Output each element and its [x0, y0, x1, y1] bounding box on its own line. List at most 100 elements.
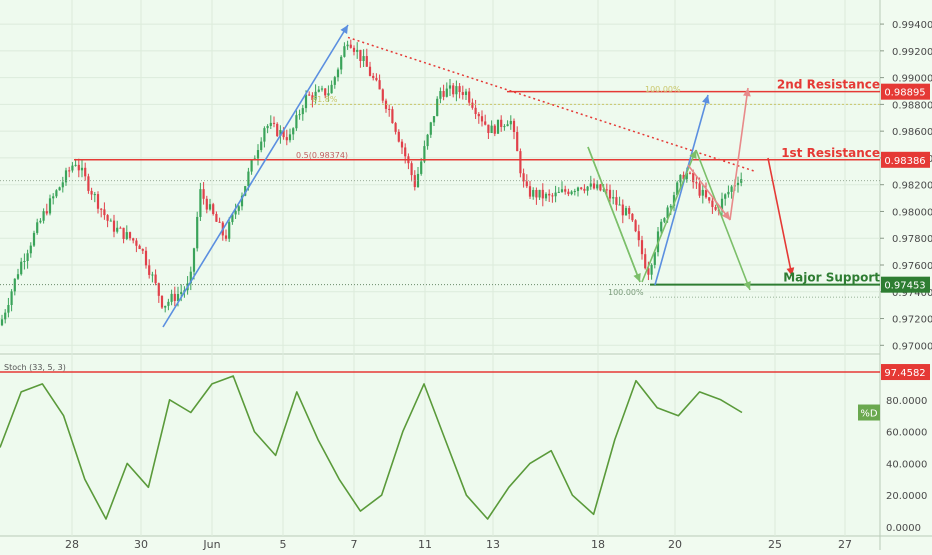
candle-body [80, 167, 84, 171]
candle-body [343, 46, 346, 57]
candle-body [356, 49, 359, 52]
stoch-level-price-tag-bg [881, 364, 930, 381]
time-tick-label: 25 [768, 538, 782, 550]
candle-body [13, 278, 16, 292]
candle-body [557, 191, 560, 193]
candle-body [116, 227, 119, 232]
candle-body [640, 240, 644, 255]
candle-body [394, 123, 397, 132]
candle-body [103, 209, 106, 216]
candle-body [298, 114, 301, 116]
green-arrow-up-head [689, 150, 697, 159]
candle-body [602, 189, 605, 191]
price-pane [0, 0, 880, 352]
candle-body [327, 93, 330, 96]
candle-body [570, 191, 573, 195]
candle-body [176, 294, 180, 301]
candle-body [516, 131, 519, 152]
candle-body [125, 232, 128, 239]
candle-body [202, 189, 205, 199]
candle-body [391, 109, 394, 124]
candle-body [138, 245, 141, 250]
candle-body [509, 120, 512, 125]
candle-body [359, 49, 362, 61]
time-tick-label: 13 [486, 538, 500, 550]
candle-body [605, 189, 608, 191]
candle-body [23, 260, 26, 262]
pink-arrow-down-head [721, 211, 730, 220]
candle-body [228, 222, 231, 239]
candle-body [282, 130, 285, 138]
candle-body [432, 116, 436, 123]
candle-body [592, 183, 596, 189]
candle-body [231, 214, 234, 223]
candle-body [324, 88, 327, 96]
candle-body [455, 86, 458, 95]
candle-body [314, 91, 317, 101]
candle-body [74, 164, 77, 166]
stoch-tick-label: 60.0000 [886, 428, 927, 439]
candle-body [279, 130, 282, 136]
candle-body [61, 182, 64, 188]
candle-body [480, 116, 484, 122]
stoch-title: Stoch (33, 5, 3) [4, 363, 66, 372]
candle-body [154, 274, 157, 284]
candle-body [512, 120, 516, 132]
time-tick-label: 7 [351, 538, 358, 550]
time-tick-label: 11 [418, 538, 432, 550]
candle-body [100, 208, 103, 210]
candle-body [68, 170, 71, 172]
candle-body [39, 220, 42, 223]
candle-body [445, 88, 448, 97]
candle-body [192, 248, 196, 272]
candle-body [0, 319, 4, 326]
stoch-tick-label: 80.0000 [886, 396, 927, 407]
candle-body [311, 95, 314, 101]
candle-body [471, 102, 474, 108]
price-tick-label: 0.97800 [892, 234, 932, 245]
blue-wave-arrow-1 [162, 24, 349, 328]
candle-body [519, 151, 522, 174]
red-target-arrow [767, 157, 793, 277]
candle-body [84, 167, 87, 177]
stoch-level-price-tag: 97.4582 [884, 368, 925, 379]
major-support-label: Major Support [783, 271, 880, 285]
time-tick-label: 28 [65, 538, 79, 550]
candle-body [567, 191, 570, 195]
candle-body [503, 126, 506, 128]
candle-body [20, 261, 23, 275]
candle-body [711, 200, 714, 208]
pink-arrow-down [687, 164, 731, 221]
candle-body [276, 123, 279, 136]
candle-body [263, 128, 266, 142]
candle-body [52, 196, 55, 199]
stoch-tick-label: 40.0000 [886, 459, 927, 470]
candle-body [215, 213, 218, 222]
candle-body [173, 293, 176, 301]
candle-body [730, 186, 733, 192]
candle-body [423, 146, 426, 162]
candle-body [375, 78, 378, 81]
candle-body [442, 91, 445, 97]
candle-body [672, 195, 676, 206]
descending-trendline [347, 36, 756, 173]
candle-body [352, 47, 356, 52]
candle-body [247, 171, 250, 187]
price-tick-label: 0.99000 [892, 74, 932, 85]
candle-body [541, 189, 544, 199]
candle-body [647, 268, 650, 275]
candle-body [349, 44, 352, 48]
time-tick-label: 18 [591, 538, 605, 550]
candle-body [477, 114, 480, 117]
price-tick-label: 0.98000 [892, 207, 932, 218]
candle-body [637, 231, 640, 241]
green-arrow-down-2 [695, 149, 751, 291]
candle-body [112, 220, 116, 232]
candle-body [160, 295, 164, 308]
candle-body [736, 182, 740, 186]
candle-body [532, 190, 535, 197]
candle-body [708, 197, 711, 201]
candle-body [45, 211, 48, 214]
candle-body [535, 190, 538, 198]
candle-body [692, 172, 695, 183]
